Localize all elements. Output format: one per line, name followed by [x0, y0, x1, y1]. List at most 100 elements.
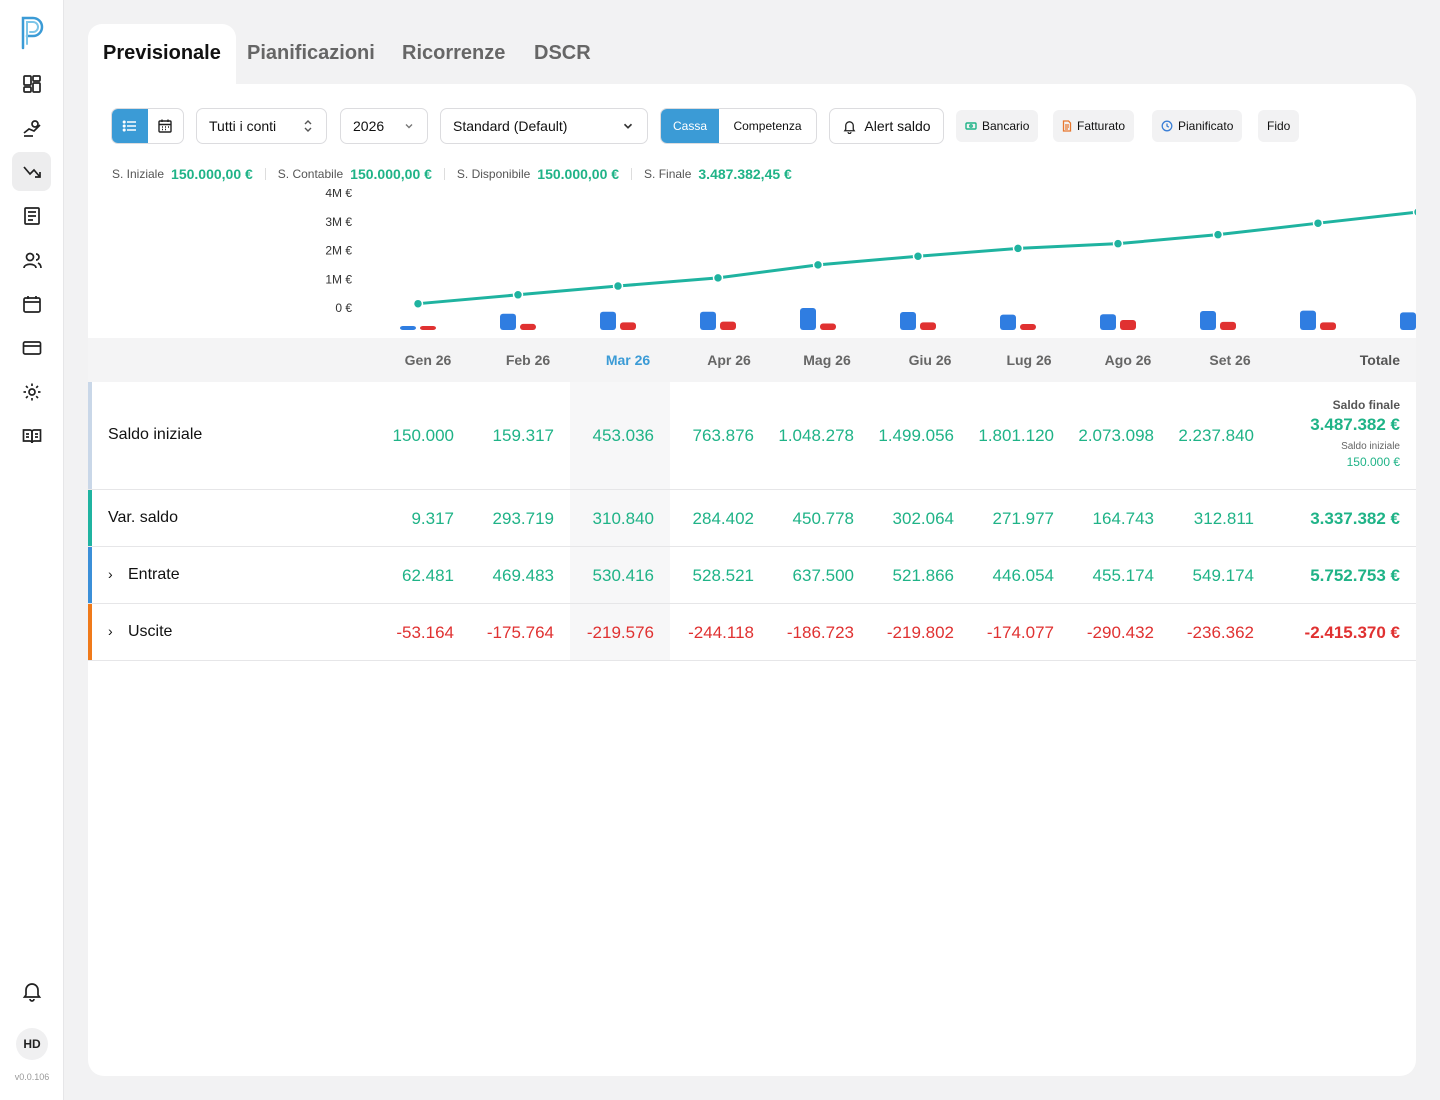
invoice-icon[interactable] [12, 196, 51, 235]
saldo-contabile-label: S. Contabile [277, 167, 344, 181]
column-header: Apr 26 [707, 352, 751, 368]
year-select-value: 2026 [353, 118, 385, 134]
cell: 453.036 [592, 426, 654, 445]
row-label: › Uscite [108, 623, 172, 641]
cell: 549.174 [1192, 566, 1254, 585]
calendar-view-button[interactable] [148, 109, 184, 143]
mode-competenza-button[interactable]: Competenza [733, 119, 802, 133]
row-accent [88, 547, 92, 603]
accounts-select[interactable]: Tutti i conti [196, 108, 327, 144]
table-row-var-saldo: Var. saldo 9.317 293.719 310.840 284.402… [88, 490, 1416, 547]
gear-icon[interactable] [12, 372, 51, 411]
row-total: 5.752.753 € [1310, 566, 1400, 585]
column-header: Ago 26 [1104, 352, 1152, 368]
cell: 2.237.840 [1178, 426, 1254, 445]
table-row-entrate[interactable]: › Entrate 62.481 469.483 530.416 528.521 … [88, 547, 1416, 604]
cell: 2.073.098 [1078, 426, 1154, 445]
column-header: Lug 26 [1006, 352, 1052, 368]
tab-dscr[interactable]: DSCR [534, 42, 591, 64]
book-icon[interactable] [12, 416, 51, 455]
y-tick-label: 2M € [325, 244, 352, 258]
chevron-right-icon[interactable]: › [108, 623, 113, 639]
saldo-iniziale-value: 150.000,00 € [171, 166, 253, 182]
y-tick-label: 4M € [325, 189, 352, 200]
balance-point [412, 298, 424, 309]
cash-icon [965, 122, 977, 130]
saldo-iniziale-label: S. Iniziale [112, 167, 165, 181]
cell: 530.416 [592, 566, 654, 585]
avatar[interactable]: HD [16, 1028, 48, 1060]
card-icon[interactable] [12, 328, 51, 367]
saldo-finale-value: 3.487.382,45 € [698, 166, 792, 182]
column-header: Gen 26 [404, 352, 452, 368]
cell: -53.164 [396, 623, 454, 642]
inflow-bar [1300, 310, 1316, 330]
balance-point [1212, 229, 1224, 240]
outflow-bar [420, 326, 436, 330]
year-select[interactable]: 2026 [340, 108, 428, 144]
y-tick-label: 1M € [325, 272, 352, 286]
chip-bancario[interactable]: Bancario [956, 110, 1039, 142]
chip-pianificato-label: Pianificato [1178, 119, 1234, 133]
chip-pianificato[interactable]: Pianificato [1152, 110, 1243, 142]
list-view-button[interactable] [112, 109, 148, 143]
table-row-saldo-iniziale: Saldo iniziale 150.000 159.317 453.036 7… [88, 382, 1416, 490]
saldo-finale-value: 3.487.382 € [1310, 415, 1400, 434]
column-header: Feb 26 [505, 352, 551, 368]
balance-point [1112, 238, 1124, 249]
cell: 284.402 [692, 509, 754, 528]
chevron-down-icon [405, 124, 413, 129]
row-total: -2.415.370 € [1304, 623, 1400, 642]
users-icon[interactable] [12, 240, 51, 279]
tab-pianificazioni[interactable]: Pianificazioni [247, 42, 375, 64]
saldo-disponibile-value: 150.000,00 € [537, 166, 620, 182]
balance-point [612, 280, 624, 292]
cell: 312.811 [1193, 509, 1254, 528]
outflow-bar [620, 322, 636, 330]
scenario-select[interactable]: Standard (Default) [440, 108, 648, 144]
row-label: Var. saldo [108, 509, 178, 526]
table-row-uscite[interactable]: › Uscite -53.164 -175.764 -219.576 -244.1… [88, 604, 1416, 661]
alert-saldo-label: Alert saldo [864, 118, 931, 134]
inflow-bar [900, 311, 916, 330]
alert-saldo-button[interactable]: Alert saldo [829, 108, 944, 144]
current-month-highlight [570, 382, 670, 660]
payments-icon[interactable] [12, 108, 51, 147]
chip-fido[interactable]: Fido [1258, 110, 1300, 142]
divider [443, 168, 445, 180]
inflow-bar [1100, 314, 1116, 330]
outflow-bar [520, 323, 536, 330]
row-label: Saldo iniziale [108, 426, 203, 443]
view-toggle [111, 108, 184, 144]
balance-point [812, 259, 824, 271]
cell: 271.977 [992, 509, 1054, 528]
tab-previsionale[interactable]: Previsionale [88, 24, 236, 84]
document-icon [1062, 120, 1072, 132]
inflow-bar [500, 313, 516, 330]
cell: 528.521 [692, 566, 754, 585]
trend-icon[interactable] [12, 152, 51, 191]
chevron-right-icon[interactable]: › [108, 566, 113, 582]
balance-summary: S. Iniziale 150.000,00 € S. Contabile 15… [112, 166, 804, 182]
chevron-down-icon [623, 123, 633, 129]
saldo-iniziale-value: 150.000 € [1346, 455, 1400, 469]
cell: 455.174 [1092, 566, 1154, 585]
inflow-bar [1400, 312, 1416, 330]
cashflow-chart: 4M € 3M € 2M € 1M € 0 € [325, 189, 1416, 330]
cell: 159.317 [492, 426, 554, 445]
dashboard-icon[interactable] [12, 64, 51, 103]
bell-icon[interactable] [12, 971, 51, 1010]
inflow-bar [600, 311, 616, 330]
cell: -219.576 [586, 623, 654, 642]
app-logo-icon[interactable] [18, 14, 46, 50]
cell: 446.054 [992, 566, 1054, 585]
cell: 164.743 [1092, 509, 1154, 528]
calendar-icon[interactable] [12, 284, 51, 323]
chip-fatturato[interactable]: Fatturato [1053, 110, 1135, 142]
mode-cassa-button[interactable]: Cassa [661, 109, 719, 143]
tab-ricorrenze[interactable]: Ricorrenze [402, 42, 506, 64]
cell: 469.483 [492, 566, 554, 585]
table-header: Gen 26 Feb 26 Mar 26 Apr 26 Mag 26 Giu 2… [88, 338, 1416, 382]
cell: -219.802 [886, 623, 954, 642]
saldo-disponibile-label: S. Disponibile [456, 167, 531, 181]
